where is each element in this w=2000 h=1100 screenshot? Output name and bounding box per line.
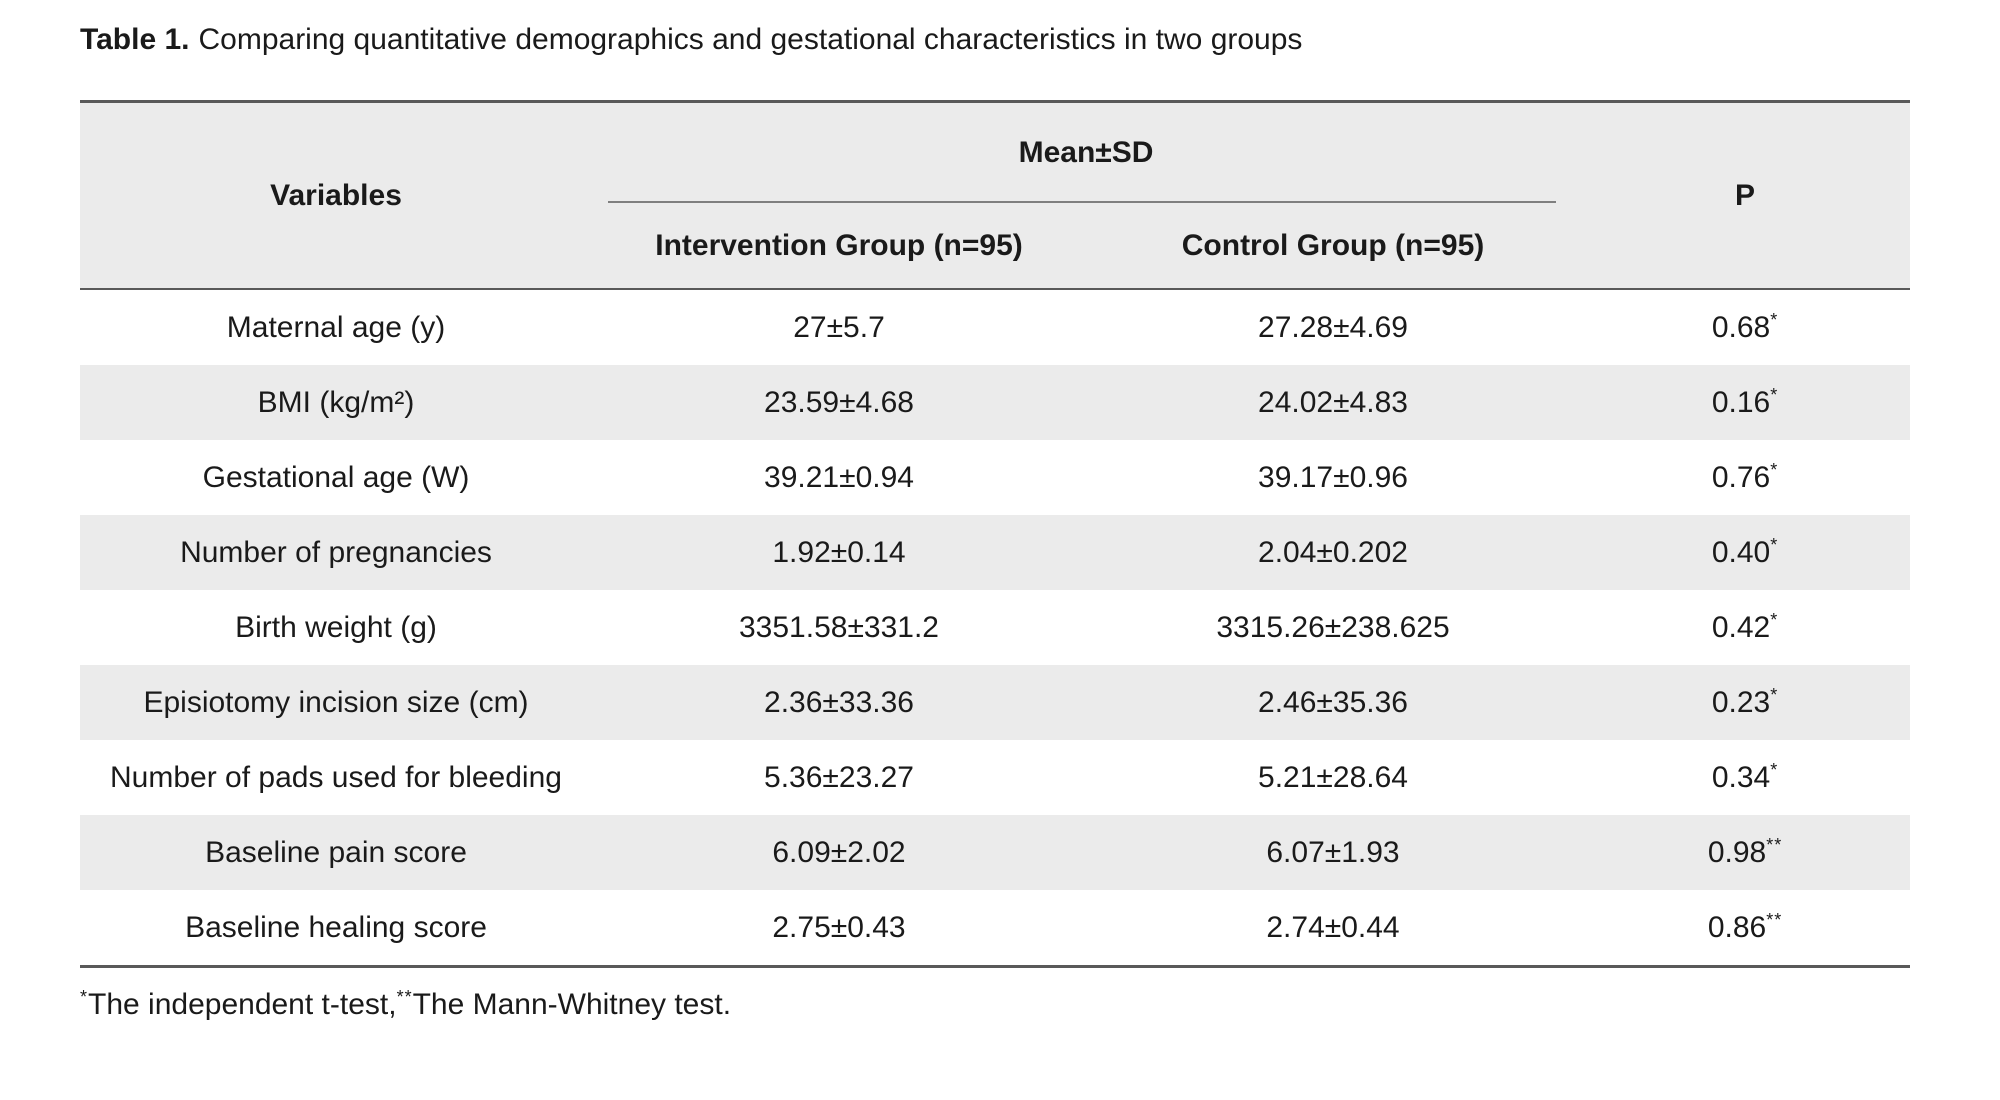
p-value: 0.42 [1711, 610, 1771, 644]
header-intervention-group: Intervention Group (n=95) [592, 203, 1086, 289]
table-number: Table 1. [80, 23, 190, 56]
cell-variable: Number of pads used for bleeding [110, 760, 562, 794]
p-significance-marker: ** [1766, 909, 1783, 930]
header-row-top: Variables Mean±SD P [80, 101, 1911, 289]
p-significance-marker: * [1770, 684, 1779, 705]
table-row: Number of pads used for bleeding 5.36±23… [80, 740, 1910, 815]
table-row: BMI (kg/m²) 23.59±4.68 24.02±4.83 0.16* [80, 365, 1911, 440]
cell-intervention: 6.09±2.02 [772, 835, 906, 869]
mean-sd-underline [608, 201, 1557, 203]
cell-variable: Birth weight (g) [235, 610, 437, 644]
table-header: Variables Mean±SD P Intervention Group (… [80, 101, 1911, 289]
p-significance-marker: * [1770, 534, 1779, 555]
cell-intervention: 39.21±0.94 [764, 460, 914, 494]
p-significance-marker: ** [1766, 834, 1783, 855]
cell-control: 5.21±28.64 [1258, 760, 1408, 794]
cell-p: 0.23* [1580, 665, 1910, 740]
cell-variable: Baseline healing score [185, 910, 487, 944]
cell-p: 0.68* [1580, 288, 1911, 365]
p-value: 0.68 [1711, 310, 1771, 344]
cell-variable: Maternal age (y) [80, 288, 592, 365]
table-row: Baseline pain score 6.09±2.02 6.07±1.93 … [80, 815, 1911, 890]
cell-p: 0.86** [1580, 890, 1910, 967]
p-significance-marker: * [1770, 459, 1779, 480]
cell-p: 0.40* [1580, 515, 1910, 590]
p-value: 0.76 [1711, 460, 1771, 494]
cell-control: 2.04±0.202 [1258, 535, 1408, 569]
table-title-text: Comparing quantitative demographics and … [198, 23, 1303, 56]
p-significance-marker: * [1770, 384, 1779, 405]
p-value: 0.86 [1707, 910, 1767, 944]
header-mean-sd-label: Mean±SD [1018, 136, 1154, 169]
cell-control: 2.46±35.36 [1258, 685, 1408, 719]
p-significance-marker: * [1770, 309, 1779, 330]
cell-variable: BMI (kg/m²) [257, 385, 415, 419]
header-row-groups: Intervention Group (n=95) Control Group … [80, 203, 1910, 289]
cell-intervention: 2.75±0.43 [772, 910, 906, 944]
table-body: Maternal age (y) 27±5.7 27.28±4.69 0.68*… [80, 288, 1911, 967]
p-value: 0.34 [1711, 760, 1771, 794]
p-significance-marker: * [1770, 609, 1779, 630]
header-control-group: Control Group (n=95) [1086, 203, 1581, 289]
cell-p: 0.42* [1580, 590, 1910, 665]
cell-control: 6.07±1.93 [1266, 835, 1400, 869]
cell-variable: Number of pregnancies [180, 535, 492, 569]
cell-intervention: 1.92±0.14 [772, 535, 906, 569]
cell-variable: Gestational age (W) [202, 460, 470, 494]
header-p: P [1580, 101, 1911, 289]
table-row: Episiotomy incision size (cm) 2.36±33.36… [80, 665, 1911, 740]
cell-intervention: 3351.58±331.2 [739, 610, 939, 644]
footnote-marker-1: * [80, 987, 89, 1007]
cell-variable: Episiotomy incision size (cm) [143, 685, 529, 719]
table-footnote: *The independent t-test,**The Mann-Whitn… [80, 987, 732, 1022]
p-value: 0.40 [1711, 535, 1771, 569]
cell-control: 2.74±0.44 [1266, 910, 1400, 944]
cell-p: 0.16* [1580, 365, 1910, 440]
cell-intervention: 23.59±4.68 [764, 385, 914, 419]
demographics-table: Variables Mean±SD P Intervention Group (… [80, 100, 1911, 968]
cell-variable: Baseline pain score [205, 835, 467, 869]
table-row: Maternal age (y) 27±5.7 27.28±4.69 0.68* [80, 288, 1911, 365]
footnote-text-1: The independent t-test, [88, 988, 397, 1021]
p-value: 0.98 [1707, 835, 1767, 869]
cell-control: 24.02±4.83 [1258, 385, 1408, 419]
p-value: 0.23 [1711, 685, 1771, 719]
cell-control: 27.28±4.69 [1086, 288, 1581, 365]
p-value: 0.16 [1711, 385, 1771, 419]
footnote-text-2: The Mann-Whitney test. [412, 988, 732, 1021]
table-row: Number of pregnancies 1.92±0.14 2.04±0.2… [80, 515, 1911, 590]
cell-intervention: 2.36±33.36 [764, 685, 914, 719]
cell-control: 39.17±0.96 [1258, 460, 1408, 494]
header-variables: Variables [80, 101, 592, 289]
cell-intervention: 5.36±23.27 [764, 760, 914, 794]
cell-p: 0.76* [1580, 440, 1910, 515]
cell-control: 3315.26±238.625 [1216, 610, 1450, 644]
cell-intervention: 27±5.7 [592, 288, 1086, 365]
cell-p: 0.98** [1580, 815, 1910, 890]
p-significance-marker: * [1770, 759, 1779, 780]
table-caption: Table 1. Comparing quantitative demograph… [80, 22, 1302, 58]
cell-p: 0.34* [1580, 740, 1910, 815]
table-row: Gestational age (W) 39.21±0.94 39.17±0.9… [80, 440, 1910, 515]
header-mean-sd: Mean±SD [592, 101, 1581, 203]
table-row: Birth weight (g) 3351.58±331.2 3315.26±2… [80, 590, 1910, 665]
footnote-marker-2: ** [396, 987, 413, 1007]
table-row: Baseline healing score 2.75±0.43 2.74±0.… [80, 890, 1910, 967]
